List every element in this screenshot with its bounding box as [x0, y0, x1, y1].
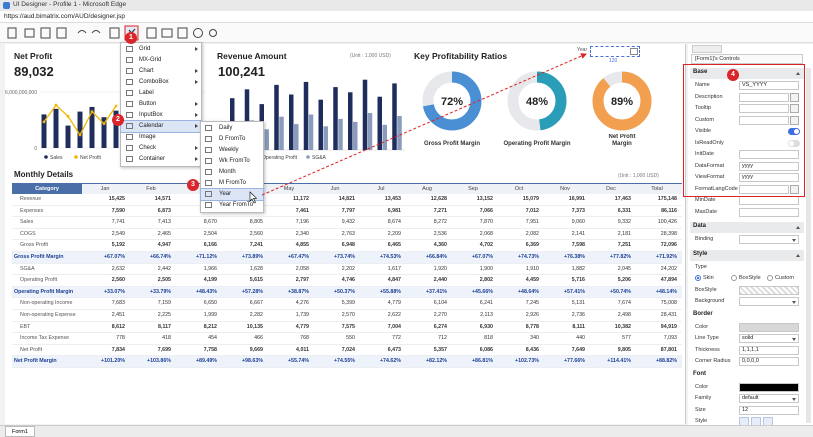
cursor: [250, 192, 257, 203]
arrow: [262, 54, 586, 195]
